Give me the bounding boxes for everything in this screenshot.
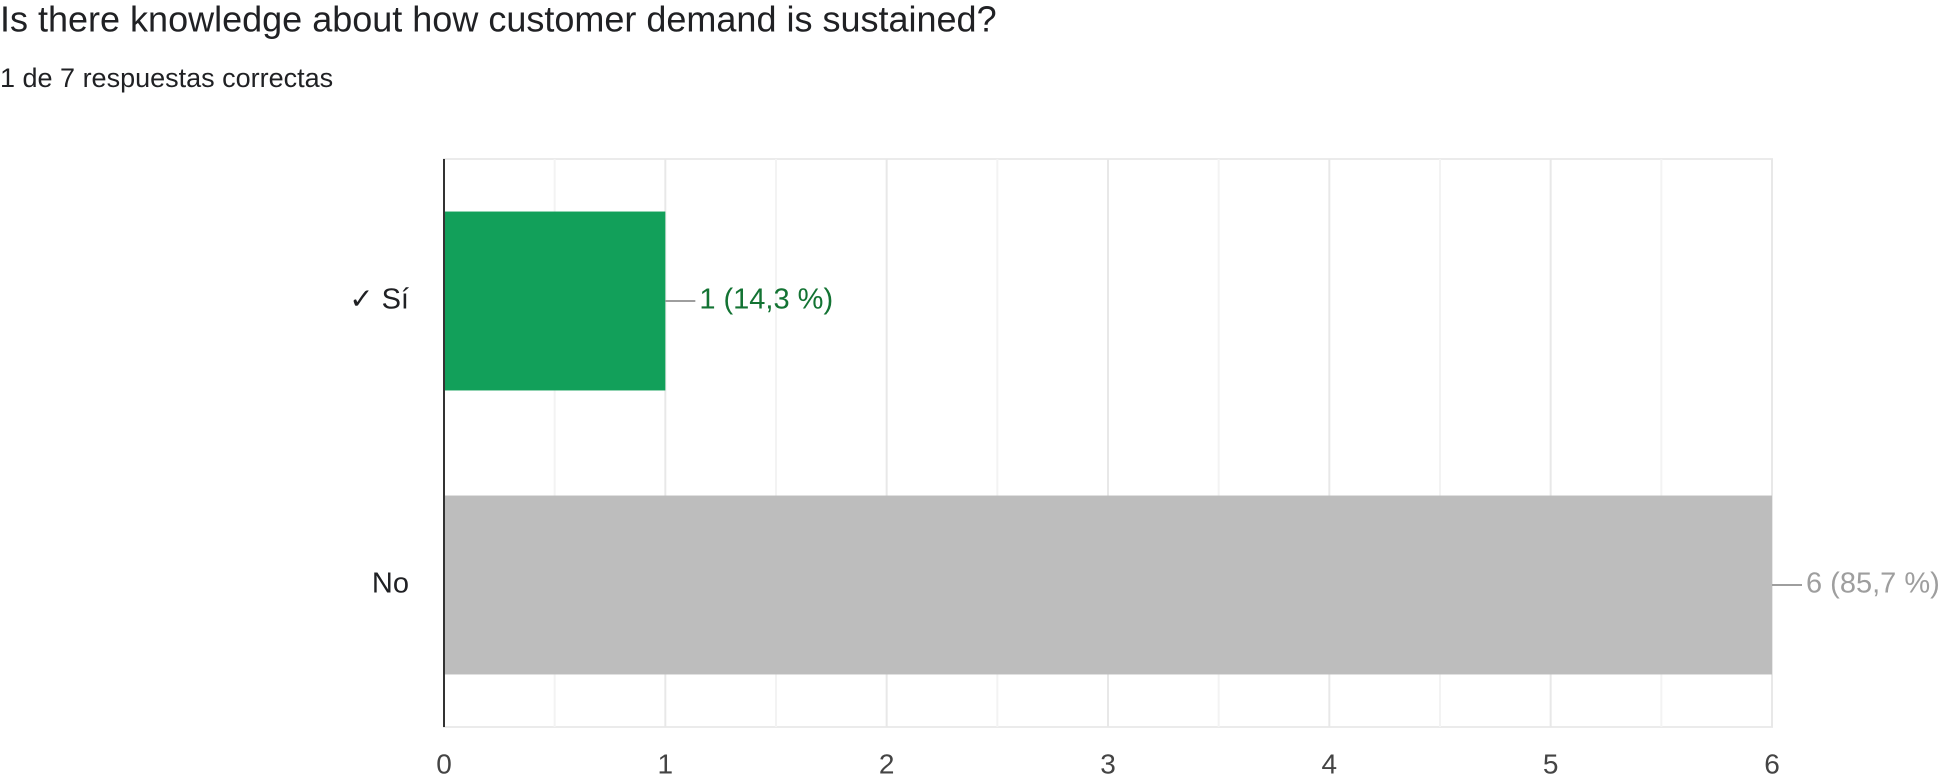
x-tick-label: 5: [1543, 748, 1559, 778]
value-label: 1 (14,3 %): [699, 284, 833, 316]
bar: [444, 211, 666, 391]
y-tick-label: ✓ Sí: [349, 284, 409, 316]
x-tick-label: 1: [658, 748, 674, 778]
chart-title: Is there knowledge about how customer de…: [0, 0, 997, 40]
x-tick-label: 0: [436, 748, 452, 778]
bar: [444, 495, 1772, 675]
x-tick-label: 3: [1100, 748, 1116, 778]
x-tick-label: 4: [1322, 748, 1338, 778]
chart-subtitle: 1 de 7 respuestas correctas: [0, 63, 333, 93]
x-tick-label: 2: [879, 748, 895, 778]
x-tick-label: 6: [1764, 748, 1780, 778]
y-tick-label: No: [372, 568, 409, 600]
value-label: 6 (85,7 %): [1806, 568, 1940, 600]
